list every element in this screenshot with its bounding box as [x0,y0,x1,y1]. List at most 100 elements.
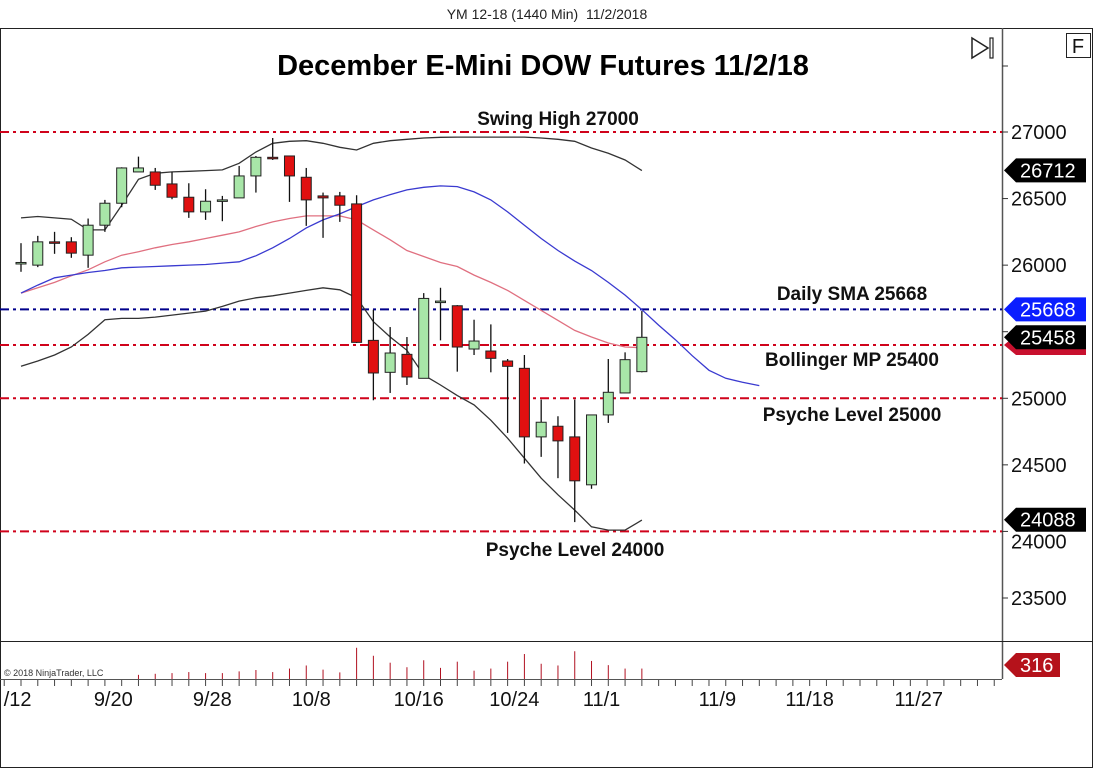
candle-body [267,156,279,160]
candle-body [418,297,430,379]
candle [300,167,312,226]
candle [468,319,480,356]
candle [49,231,61,254]
candle-body [283,155,295,177]
x-tick-label: /12 [4,689,32,711]
candle [216,195,228,222]
candle [435,287,446,341]
candle [267,137,279,160]
candle [569,399,581,523]
skip-to-end-icon[interactable] [971,36,994,60]
candle [384,327,396,393]
price-marker: 316 [1004,653,1060,677]
x-tick-label: 9/28 [193,689,232,711]
candle [367,309,379,401]
candle-body [250,156,262,177]
bollinger-middle-line [20,215,642,349]
candle-body [166,183,178,198]
price-marker-shape [1004,325,1086,350]
x-tick-label: 11/18 [785,689,834,711]
candle [586,414,598,489]
candle [250,155,262,193]
x-tick-label: 9/20 [94,689,133,711]
candle [65,237,77,258]
candle [283,155,295,202]
candle-body [367,339,379,374]
price-marker-label: 26712 [1020,160,1076,182]
candle [552,416,564,479]
candle [602,359,614,423]
price-marker-shape [1004,653,1060,677]
price-marker-shape [1004,297,1086,322]
level-label: Daily SMA 25668 [777,284,927,305]
candle-body [233,175,245,199]
level-label: Bollinger MP 25400 [765,350,939,371]
candle-body [485,350,497,359]
x-tick-label: 10/24 [489,689,539,711]
candle-body [49,241,61,244]
daily-sma-line [20,185,760,387]
x-tick-label: 11/27 [894,689,943,711]
candle [166,171,178,200]
candle [116,167,128,208]
candle [502,359,514,433]
svg-text:F: F [1072,36,1084,58]
bollinger-lower-line [20,287,643,531]
candle-body [99,202,111,226]
f-button[interactable]: F [1066,33,1091,59]
price-marker: 25458 [1004,325,1086,350]
candle-body [65,241,77,254]
candle [233,165,245,199]
level-label: Psyche Level 25000 [763,405,942,426]
candle-body [435,300,446,304]
candle-body [586,414,598,486]
candle-body [401,353,413,378]
candle [518,355,530,464]
candle-body [32,241,44,266]
candle [418,293,430,379]
candle [485,324,497,373]
candle-body [518,367,530,438]
date-label: 11/2/2018 [586,6,648,22]
y-tick-label: 27000 [1011,122,1067,144]
price-marker-label: 24088 [1020,510,1076,532]
y-tick-label: 24500 [1011,455,1067,477]
y-tick-label: 26500 [1011,189,1067,211]
candle-body [535,421,547,438]
copyright: © 2018 NinjaTrader, LLC [4,668,104,678]
candle-body [384,352,396,373]
chart-title: December E-Mini DOW Futures 11/2/18 [277,50,809,82]
candle-body [300,176,312,201]
candle-body [451,305,463,348]
candle-body [149,171,161,186]
candle-body [334,195,346,206]
candle-body [502,360,514,367]
candle [636,311,648,373]
candle-body [552,425,564,442]
candle-body [132,167,144,173]
candle [149,167,161,190]
candle [99,199,111,232]
price-marker-label: 25458 [1020,327,1076,349]
x-tick-label: 11/1 [583,689,620,711]
candle-body [116,167,128,204]
price-marker-label: 316 [1020,655,1053,677]
candle-body [82,224,94,256]
candle [200,189,212,220]
price-marker-shape [1004,158,1086,183]
candle [351,195,363,344]
candle-body [183,196,195,213]
candle [619,352,631,394]
candle-body [317,195,329,199]
chart-header: YM 12-18 (1440 Min) 11/2/2018 [0,0,1094,28]
y-tick-label: 24000 [1011,532,1067,554]
candle-body [636,336,648,373]
x-tick-label: 10/8 [292,689,331,711]
x-tick-label: 10/16 [394,689,444,711]
candle-body [351,203,363,343]
candle [334,191,346,222]
candle [401,337,413,385]
candle [15,243,27,272]
candle-body [468,340,480,350]
